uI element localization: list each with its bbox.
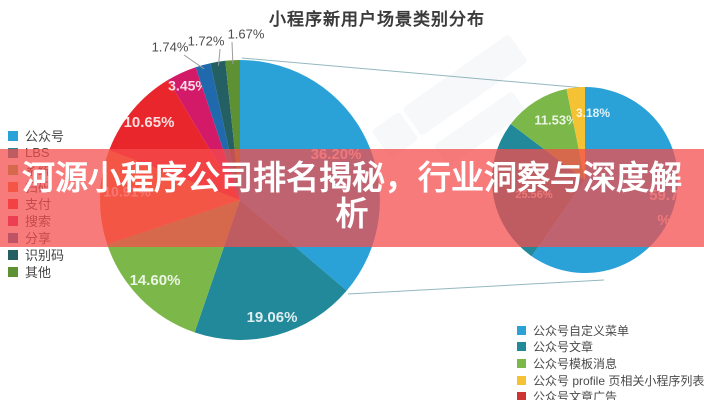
legend-swatch xyxy=(8,266,18,277)
legend-label: 公众号文章 xyxy=(533,340,594,355)
legend-swatch xyxy=(8,130,18,141)
legend-swatch xyxy=(517,375,526,385)
legend-item-公众号模板消息: 公众号模板消息 xyxy=(517,355,704,372)
chart-title: 小程序新用户场景类别分布 xyxy=(269,10,485,29)
legend-item-公众号: 公众号 xyxy=(8,127,64,144)
slice-label: 3.18% xyxy=(576,106,610,120)
legend-item-识别码: 识别码 xyxy=(8,246,64,263)
legend-swatch xyxy=(517,358,526,368)
legend-item-其他: 其他 xyxy=(8,263,64,280)
legend-swatch xyxy=(517,342,526,352)
slice-label: 19.06% xyxy=(247,309,298,326)
slice-label: 10.65% xyxy=(124,114,175,131)
legend-label: 公众号自定义菜单 xyxy=(533,323,630,338)
legend-swatch xyxy=(517,325,526,335)
legend-item-公众号文章: 公众号文章 xyxy=(517,339,704,356)
legend-item-公众号自定义菜单: 公众号自定义菜单 xyxy=(517,322,704,339)
pie-connector-line xyxy=(347,279,605,295)
label-leader-line xyxy=(183,54,205,70)
slice-label: 3.45% xyxy=(168,78,208,94)
headline-banner-overlay: 河源小程序公司排名揭秘，行业洞察与深度解析 xyxy=(0,149,704,247)
headline-text: 河源小程序公司排名揭秘，行业洞察与深度解析 xyxy=(22,159,682,232)
legend-item-公众号文章广告: 公众号文章广告 xyxy=(517,388,704,400)
legend-label: 其他 xyxy=(25,265,52,280)
legend-label: 公众号 xyxy=(25,129,65,144)
legend-label: 公众号模板消息 xyxy=(533,356,618,371)
legend-label: 公众号 profile 页相关小程序列表 xyxy=(533,373,704,388)
legend-label: 识别码 xyxy=(25,248,65,263)
legend-item-公众号 profile 页相关小程序列表: 公众号 profile 页相关小程序列表 xyxy=(517,372,704,389)
legend-swatch xyxy=(8,249,18,260)
label-leader-line xyxy=(231,41,234,65)
slice-outside-label: 1.67% xyxy=(228,26,265,41)
label-leader-line xyxy=(218,48,221,66)
legend-breakout: 公众号自定义菜单 公众号文章 公众号模板消息公众号 profile 页相关小程序列表… xyxy=(517,322,704,400)
legend-swatch xyxy=(517,392,526,400)
slice-label: 14.60% xyxy=(130,272,181,289)
legend-label: 公众号文章广告 xyxy=(533,390,618,400)
pie-connector-line xyxy=(241,57,586,89)
slice-outside-label: 1.72% xyxy=(188,33,225,48)
slice-label: 11.53% xyxy=(534,112,578,127)
slice-outside-label: 1.74% xyxy=(152,39,189,54)
